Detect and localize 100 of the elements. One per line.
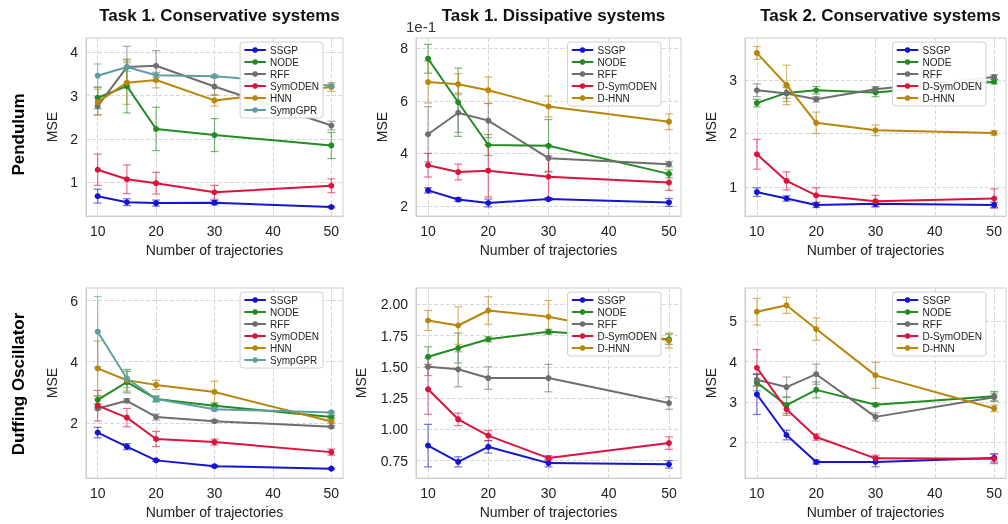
y-tick-label: 5 — [729, 313, 738, 330]
x-tick-label: 40 — [265, 223, 281, 240]
chart-title: Task 1. Conservative systems — [99, 6, 340, 25]
x-tick-label: 20 — [480, 223, 497, 240]
y-tick-label: 6 — [400, 92, 409, 109]
text: Duffing Oscillator — [9, 312, 28, 456]
legend-label: NODE — [922, 306, 952, 318]
x-tick-label: 20 — [148, 485, 165, 502]
legend-label: SymODEN — [270, 330, 320, 342]
legend-label: SSGP — [270, 294, 299, 306]
legend-label: RFF — [270, 68, 290, 80]
y-tick-label: 0.75 — [380, 452, 409, 469]
legend-label: NODE — [270, 56, 300, 68]
x-axis-title: Number of trajectories — [479, 504, 618, 520]
x-axis-title: Number of trajectories — [806, 242, 945, 258]
chart-title: Task 2. Conservative systems — [760, 6, 1001, 25]
legend-label: D-SymODEN — [597, 330, 658, 342]
legend-label: D-HNN — [922, 92, 955, 104]
y-axis-title: MSE — [44, 111, 61, 143]
y-tick-label: 6 — [70, 292, 79, 309]
y-axis-title: MSE — [353, 367, 369, 399]
y-tick-label: 4 — [70, 44, 79, 61]
legend-label: SSGP — [597, 294, 626, 306]
x-tick-label: 50 — [323, 223, 340, 240]
x-tick-label: 40 — [265, 485, 281, 502]
text: Pendulum — [9, 93, 28, 176]
x-tick-label: 20 — [480, 485, 497, 502]
legend-label: SSGP — [922, 44, 951, 56]
y-tick-label: 4 — [400, 145, 409, 162]
legend-label: NODE — [597, 306, 627, 318]
x-tick-label: 10 — [89, 485, 106, 502]
x-tick-label: 10 — [420, 485, 437, 502]
x-tick-label: 20 — [808, 223, 825, 240]
legend-label: RFF — [597, 68, 618, 80]
y-tick-label: 1.25 — [380, 390, 409, 407]
y-tick-label: 8 — [400, 40, 409, 57]
x-tick-label: 50 — [661, 485, 677, 502]
legend-label: D-SymODEN — [922, 330, 983, 342]
x-tick-label: 30 — [867, 223, 884, 240]
y-tick-label: 3 — [70, 87, 79, 104]
legend-label: SympGPR — [270, 104, 318, 116]
y-tick-label: 4 — [70, 353, 79, 370]
legend-label: NODE — [597, 56, 627, 68]
x-tick-label: 20 — [808, 485, 825, 502]
x-tick-label: 30 — [540, 485, 557, 502]
x-tick-label: 30 — [206, 223, 223, 240]
x-tick-label: 30 — [540, 223, 557, 240]
y-axis-title: MSE — [374, 111, 391, 143]
legend-label: HNN — [270, 92, 292, 104]
y-tick-label: 2.00 — [380, 296, 409, 313]
legend-label: NODE — [270, 306, 300, 318]
y-tick-label: 2 — [400, 197, 409, 214]
legend-label: SympGPR — [270, 354, 318, 366]
legend-label: D-HNN — [597, 92, 630, 104]
y-tick-label: 1 — [729, 178, 738, 195]
x-tick-label: 50 — [323, 485, 340, 502]
x-axis-title: Number of trajectories — [145, 242, 284, 258]
legend-label: D-SymODEN — [597, 80, 658, 92]
y-tick-label: 1.75 — [380, 327, 409, 344]
legend-label: SSGP — [922, 294, 951, 306]
y-tick-label: 2 — [70, 414, 79, 431]
x-tick-label: 10 — [89, 223, 106, 240]
x-tick-label: 40 — [927, 223, 943, 240]
legend-label: HNN — [270, 342, 292, 354]
y-tick-label: 2 — [729, 125, 738, 142]
legend-label: SSGP — [597, 44, 626, 56]
y-tick-label: 1.00 — [380, 421, 409, 438]
legend-label: D-HNN — [597, 342, 630, 354]
legend-label: RFF — [270, 318, 290, 330]
x-tick-label: 10 — [749, 485, 765, 502]
y-tick-label: 4 — [729, 353, 738, 370]
y-tick-label: 3 — [729, 72, 738, 89]
legend-label: D-SymODEN — [922, 80, 983, 92]
x-tick-label: 20 — [148, 223, 165, 240]
legend-label: RFF — [922, 318, 943, 330]
x-tick-label: 10 — [420, 223, 437, 240]
y-tick-label: 3 — [729, 393, 738, 410]
legend-label: SSGP — [270, 44, 299, 56]
x-tick-label: 40 — [927, 485, 943, 502]
legend-label: NODE — [922, 56, 952, 68]
x-tick-label: 30 — [867, 485, 884, 502]
x-tick-label: 40 — [600, 485, 617, 502]
x-tick-label: 30 — [206, 485, 223, 502]
x-tick-label: 10 — [749, 223, 765, 240]
y-tick-label: 2 — [70, 130, 79, 147]
y-axis-title: MSE — [703, 367, 720, 399]
y-axis-title: MSE — [703, 111, 720, 143]
x-axis-title: Number of trajectories — [145, 504, 284, 520]
x-tick-label: 50 — [986, 485, 1003, 502]
chart-title: Task 1. Dissipative systems — [441, 6, 666, 25]
x-axis-title: Number of trajectories — [479, 242, 618, 258]
y-tick-label: 1 — [70, 174, 79, 191]
legend-label: D-HNN — [922, 342, 955, 354]
x-axis-title: Number of trajectories — [806, 504, 945, 520]
legend-label: RFF — [597, 318, 618, 330]
y-tick-label: 1.50 — [380, 358, 409, 375]
y-axis-title: MSE — [44, 367, 61, 399]
x-tick-label: 50 — [986, 223, 1003, 240]
y-tick-label: 2 — [729, 434, 738, 451]
x-tick-label: 40 — [600, 223, 617, 240]
